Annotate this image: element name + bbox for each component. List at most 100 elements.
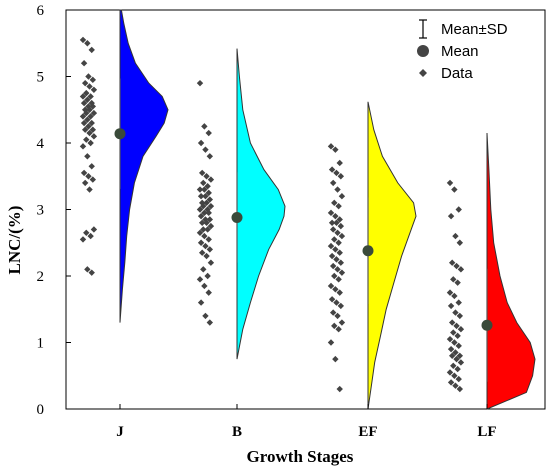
data-point bbox=[80, 99, 88, 107]
data-point bbox=[447, 212, 455, 220]
data-point bbox=[202, 146, 209, 153]
data-point bbox=[334, 312, 341, 320]
data-point bbox=[454, 332, 461, 340]
data-point bbox=[336, 249, 343, 256]
data-point bbox=[451, 339, 458, 346]
data-point bbox=[204, 272, 211, 280]
plot-frame bbox=[65, 9, 546, 410]
data-point bbox=[451, 186, 458, 193]
data-point bbox=[447, 302, 455, 310]
violin-B bbox=[236, 48, 286, 360]
data-point bbox=[452, 382, 459, 389]
data-point bbox=[334, 229, 341, 236]
data-point bbox=[89, 76, 97, 84]
y-tick-label: 5 bbox=[37, 70, 45, 86]
legend-label: Mean bbox=[441, 43, 479, 60]
series-B bbox=[196, 48, 286, 360]
data-point bbox=[456, 385, 464, 393]
data-point bbox=[84, 266, 91, 273]
y-axis: 0 1 2 3 4 5 6 bbox=[37, 3, 71, 418]
data-point bbox=[79, 236, 87, 243]
data-point bbox=[90, 133, 98, 140]
data-point bbox=[331, 236, 338, 243]
data-point bbox=[335, 276, 342, 283]
data-point bbox=[450, 329, 457, 336]
data-point bbox=[332, 286, 339, 293]
data-point bbox=[327, 282, 335, 290]
data-point bbox=[84, 40, 91, 47]
x-axis: J B EF LF bbox=[116, 404, 497, 440]
data-point bbox=[203, 173, 210, 180]
data-point bbox=[89, 126, 97, 133]
data-point bbox=[84, 153, 91, 160]
data-point bbox=[329, 309, 337, 316]
data-point bbox=[206, 196, 214, 203]
data-point bbox=[200, 202, 207, 210]
data-point bbox=[329, 262, 337, 270]
data-point bbox=[448, 259, 456, 266]
y-tick-label: 6 bbox=[37, 3, 45, 19]
data-point bbox=[85, 123, 92, 130]
data-point bbox=[456, 312, 464, 320]
data-point bbox=[336, 216, 343, 223]
data-point bbox=[453, 355, 460, 363]
data-point bbox=[456, 352, 464, 359]
data-point bbox=[333, 299, 340, 306]
data-point bbox=[88, 119, 95, 127]
legend-label: Data bbox=[441, 65, 473, 82]
data-point bbox=[338, 232, 346, 240]
data-point bbox=[200, 226, 207, 233]
data-point bbox=[452, 309, 459, 316]
data-point bbox=[198, 219, 206, 226]
data-point bbox=[197, 212, 205, 220]
data-point bbox=[337, 302, 345, 310]
data-point bbox=[446, 289, 454, 296]
x-axis-title: Growth Stages bbox=[247, 447, 354, 466]
data-point bbox=[198, 169, 206, 177]
data-point bbox=[457, 326, 465, 333]
data-point bbox=[455, 206, 462, 213]
legend-item: Mean±SD bbox=[419, 19, 508, 39]
data-point bbox=[81, 79, 89, 87]
data-point bbox=[202, 242, 209, 250]
data-point bbox=[455, 375, 462, 383]
data-point bbox=[83, 136, 90, 143]
series-LF bbox=[446, 132, 536, 410]
data-point bbox=[207, 176, 215, 183]
legend-data-icon bbox=[419, 69, 427, 77]
data-point bbox=[328, 252, 336, 260]
data-point bbox=[204, 183, 211, 190]
data-point bbox=[201, 123, 208, 130]
data-point bbox=[84, 96, 91, 103]
data-point bbox=[196, 276, 204, 283]
data-point bbox=[201, 282, 208, 290]
data-point bbox=[450, 276, 457, 283]
data-point bbox=[206, 246, 214, 253]
data-point bbox=[81, 179, 89, 187]
x-tick-label: J bbox=[116, 424, 124, 440]
data-point bbox=[328, 166, 336, 173]
data-point bbox=[201, 232, 208, 240]
data-point bbox=[203, 219, 210, 226]
data-point bbox=[331, 272, 338, 280]
data-point bbox=[328, 219, 336, 226]
data-point bbox=[86, 106, 93, 113]
data-point bbox=[452, 349, 459, 356]
x-tick-label: B bbox=[232, 424, 242, 440]
data-point bbox=[332, 212, 339, 220]
violin-LF bbox=[486, 132, 536, 410]
data-point bbox=[447, 345, 455, 353]
data-point bbox=[200, 179, 207, 187]
data-point bbox=[80, 169, 88, 177]
data-point bbox=[90, 109, 98, 117]
legend-label: Mean±SD bbox=[441, 21, 508, 38]
y-tick-label: 3 bbox=[37, 203, 45, 219]
data-point bbox=[86, 83, 93, 90]
data-point bbox=[334, 186, 341, 193]
data-point bbox=[196, 229, 204, 236]
data-point bbox=[451, 292, 458, 300]
data-point bbox=[332, 246, 339, 253]
data-point bbox=[331, 322, 338, 330]
data-point bbox=[335, 239, 342, 246]
data-point bbox=[205, 236, 212, 243]
